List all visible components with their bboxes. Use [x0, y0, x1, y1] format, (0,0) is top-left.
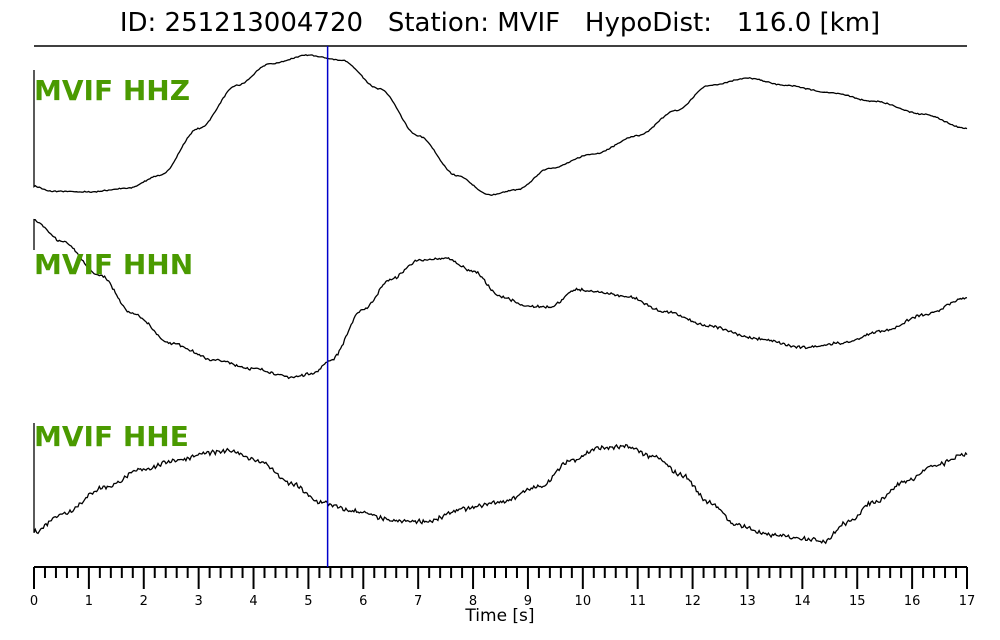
- x-tick-label: 10: [575, 594, 592, 609]
- x-tick-label: 14: [794, 594, 811, 609]
- series-label-hhe: MVIF HHE: [34, 420, 189, 453]
- x-tick-label: 9: [524, 594, 532, 609]
- x-tick-label: 7: [414, 594, 422, 609]
- x-tick-label: 16: [904, 594, 921, 609]
- x-tick-label: 4: [249, 594, 257, 609]
- x-tick-label: 15: [849, 594, 866, 609]
- x-axis: 0 1 2 3 4 5 6 7 8 9 10 11 12 13 14 15 16 17: [30, 566, 976, 609]
- trace-hhe: [33, 423, 968, 545]
- traces-group: [33, 53, 968, 545]
- trace-hhn: [33, 218, 968, 380]
- series-label-hhn: MVIF HHN: [34, 248, 194, 281]
- x-tick-label: 5: [304, 594, 312, 609]
- x-tick-label: 8: [469, 594, 477, 609]
- x-tick-label: 1: [85, 594, 93, 609]
- trace-hhz: [33, 53, 968, 196]
- chart-title: ID: 251213004720 Station: MVIF HypoDist:…: [119, 8, 881, 38]
- x-tick-label: 12: [684, 594, 701, 609]
- x-tick-label: 0: [30, 594, 38, 609]
- x-tick-label: 13: [739, 594, 756, 609]
- x-tick-label: 2: [140, 594, 148, 609]
- x-tick-label: 3: [195, 594, 203, 609]
- x-tick-label: 6: [359, 594, 367, 609]
- x-axis-label: Time [s]: [465, 606, 535, 626]
- x-tick-label: 17: [959, 594, 976, 609]
- x-tick-label: 11: [629, 594, 646, 609]
- series-label-hhz: MVIF HHZ: [34, 74, 190, 107]
